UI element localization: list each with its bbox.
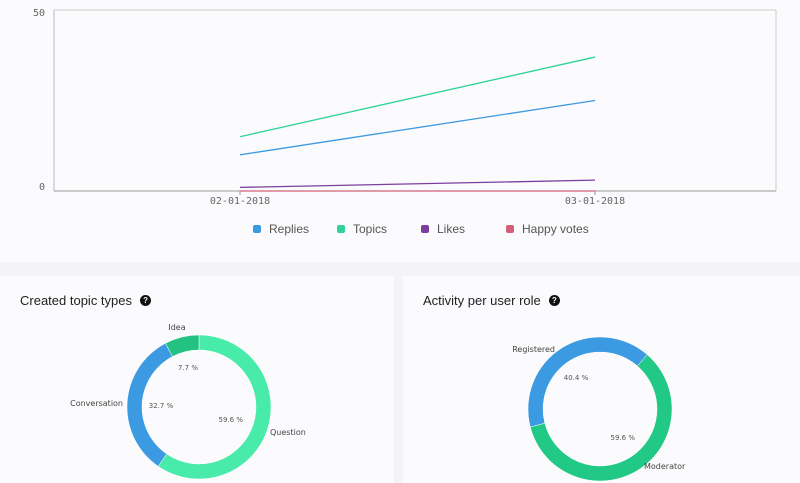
slice-pct-moderator: 59.6 % [611,434,636,442]
slice-pct-question: 59.6 % [219,416,244,424]
series-line-likes [239,179,596,189]
y-tick-label: 50 [33,8,45,19]
chart-legend: Replies Topics Likes Happy votes [0,222,800,238]
legend-label: Topics [353,222,388,236]
legend-item-replies[interactable]: Replies [253,222,309,236]
slice-question [157,334,272,480]
activity-per-user-role-donut: Moderator 59.6 % Registered 40.4 % [512,336,686,482]
slice-moderator [529,354,673,482]
activity-per-user-role-title: Activity per user role [423,293,541,308]
slice-pct-registered: 40.4 % [564,374,589,382]
slice-label-conversation: Conversation [70,399,123,408]
slice-label-registered: Registered [512,345,555,354]
legend-label: Replies [269,222,310,236]
legend-item-topics[interactable]: Topics [337,222,387,236]
activity-chart-panel: 50 0 02-01-2018 03-01-2018 Replies Topics Lik… [0,8,800,238]
legend-swatch [337,225,345,233]
legend-label: Likes [437,222,466,236]
x-tick-label: 03-01-2018 [565,196,625,207]
slice-idea [165,334,200,357]
created-topic-types-card: Created topic types ? Question 59.6 % Conv… [0,276,394,483]
series-line-replies [239,99,596,156]
slice-label-idea: Idea [168,323,185,332]
y-tick-label: 0 [39,182,45,193]
slice-label-moderator: Moderator [644,462,686,471]
legend-swatch [421,225,429,233]
help-icon[interactable]: ? [548,295,560,306]
legend-item-likes[interactable]: Likes [421,222,465,236]
slice-pct-idea: 7.7 % [178,364,198,372]
activity-per-user-role-card: Activity per user role ? Moderator 59.6 %… [403,276,800,483]
series-line-topics [239,56,596,138]
legend-swatch [253,225,261,233]
created-topic-types-title: Created topic types [20,293,133,308]
x-tick-label: 02-01-2018 [210,196,270,207]
slice-registered [527,336,648,428]
legend-label: Happy votes [522,222,589,236]
created-topic-types-donut: Question 59.6 % Conversation 32.7 % Idea 7.7 … [70,323,306,480]
activity-line-chart: 50 0 02-01-2018 03-01-2018 [33,8,777,207]
slice-label-question: Question [270,428,306,437]
help-icon[interactable]: ? [140,295,152,306]
slice-pct-conversation: 32.7 % [149,402,174,410]
legend-swatch [506,225,514,233]
legend-item-happy-votes[interactable]: Happy votes [506,222,589,236]
